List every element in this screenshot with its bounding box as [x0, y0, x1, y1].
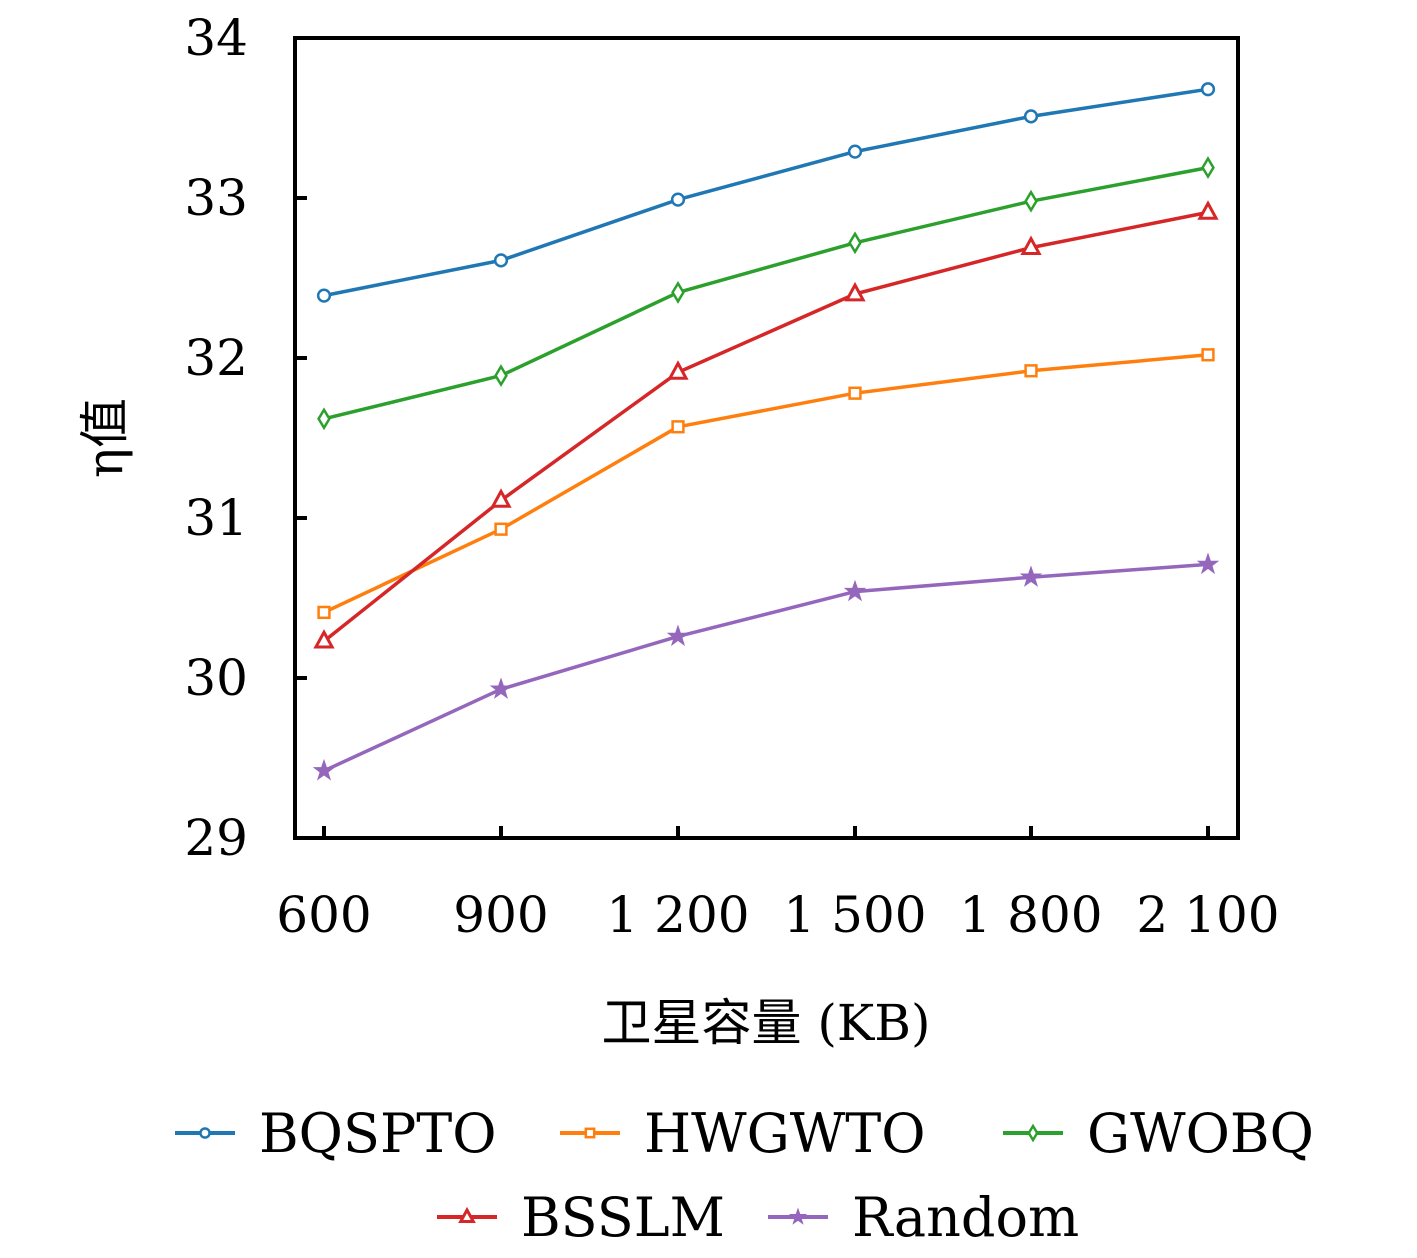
y-tick-label: 29: [184, 809, 248, 867]
y-tick-label: 33: [184, 169, 248, 227]
data-point-triangle-marker: [844, 281, 866, 302]
legend-label: Random: [852, 1186, 1079, 1249]
data-point-diamond-marker: [494, 364, 508, 388]
series-bqspto: [316, 82, 1216, 303]
data-point-triangle-marker: [313, 629, 335, 649]
data-point-square-marker: [1201, 348, 1215, 362]
x-tick-label: 1 500: [783, 886, 926, 944]
y-tick-label: 32: [184, 329, 248, 387]
data-point-star-marker: [489, 677, 513, 699]
series-layer: [312, 82, 1220, 781]
data-point-square-marker: [848, 386, 862, 400]
legend-square-icon: [584, 1127, 596, 1139]
data-point-square-marker: [671, 420, 685, 434]
series-line: [322, 210, 1209, 643]
x-axis-label: 卫星容量 (KB): [601, 994, 930, 1052]
x-axis: 600 900 1 200 1 500 1 800 2 100: [276, 826, 1280, 944]
data-point-circle-marker: [847, 144, 863, 159]
legend-label: HWGWTO: [644, 1102, 926, 1165]
data-point-diamond-marker: [1024, 189, 1038, 213]
y-tick-label: 34: [184, 9, 248, 67]
data-point-circle-marker: [316, 288, 332, 303]
series-line: [323, 87, 1209, 298]
data-point-square-marker: [1024, 364, 1038, 378]
data-point-star-marker: [843, 579, 867, 602]
series-line: [323, 165, 1209, 421]
data-point-star-marker: [312, 758, 336, 781]
data-point-triangle-marker: [1020, 235, 1042, 255]
legend-item-hwgwto[interactable]: HWGWTO: [560, 1102, 926, 1165]
plot-frame: [293, 36, 1240, 840]
data-point-diamond-marker: [671, 280, 685, 304]
legend-triangle-icon: [458, 1206, 476, 1224]
series-line: [323, 562, 1209, 773]
legend-label: BQSPTO: [259, 1102, 497, 1165]
data-point-circle-marker: [1200, 82, 1216, 97]
legend-circle-icon: [199, 1127, 211, 1139]
data-point-star-marker: [1196, 552, 1220, 575]
legend: BQSPTO HWGWTO GWOBQ BSSLM Random: [175, 1102, 1314, 1249]
y-axis-label: η值: [76, 398, 134, 478]
data-point-circle-marker: [1023, 109, 1039, 124]
legend-item-bqspto[interactable]: BQSPTO: [175, 1102, 497, 1165]
y-tick-label: 31: [184, 489, 248, 547]
legend-label: BSSLM: [521, 1186, 725, 1249]
legend-star-icon: [788, 1207, 808, 1225]
series-random: [312, 552, 1220, 781]
data-point-triangle-marker: [667, 360, 689, 380]
legend-item-gwobq[interactable]: GWOBQ: [1003, 1102, 1314, 1165]
series-gwobq: [317, 156, 1215, 431]
data-point-diamond-marker: [848, 231, 862, 255]
x-tick-label: 1 800: [959, 886, 1102, 944]
series-line: [323, 353, 1209, 614]
data-point-star-marker: [1019, 565, 1043, 587]
series-bsslm: [313, 200, 1219, 649]
data-point-square-marker: [494, 522, 508, 536]
legend-label: GWOBQ: [1087, 1102, 1314, 1165]
x-tick-label: 2 100: [1136, 886, 1279, 944]
y-axis: 29 30 31 32 33 34: [184, 9, 307, 867]
x-tick-label: 900: [453, 886, 548, 944]
data-point-diamond-marker: [1201, 156, 1215, 180]
data-point-diamond-marker: [317, 407, 331, 431]
data-point-triangle-marker: [1197, 200, 1219, 220]
legend-item-random[interactable]: Random: [768, 1186, 1079, 1249]
data-point-square-marker: [317, 605, 331, 620]
legend-item-bsslm[interactable]: BSSLM: [437, 1186, 725, 1249]
data-point-circle-marker: [493, 253, 509, 268]
series-hwgwto: [317, 348, 1215, 620]
x-tick-label: 1 200: [606, 886, 749, 944]
data-point-circle-marker: [670, 192, 686, 207]
x-tick-label: 600: [276, 886, 371, 944]
y-tick-label: 30: [184, 649, 248, 707]
legend-diamond-icon: [1027, 1123, 1039, 1143]
data-point-star-marker: [666, 624, 690, 647]
data-point-triangle-marker: [490, 488, 512, 508]
